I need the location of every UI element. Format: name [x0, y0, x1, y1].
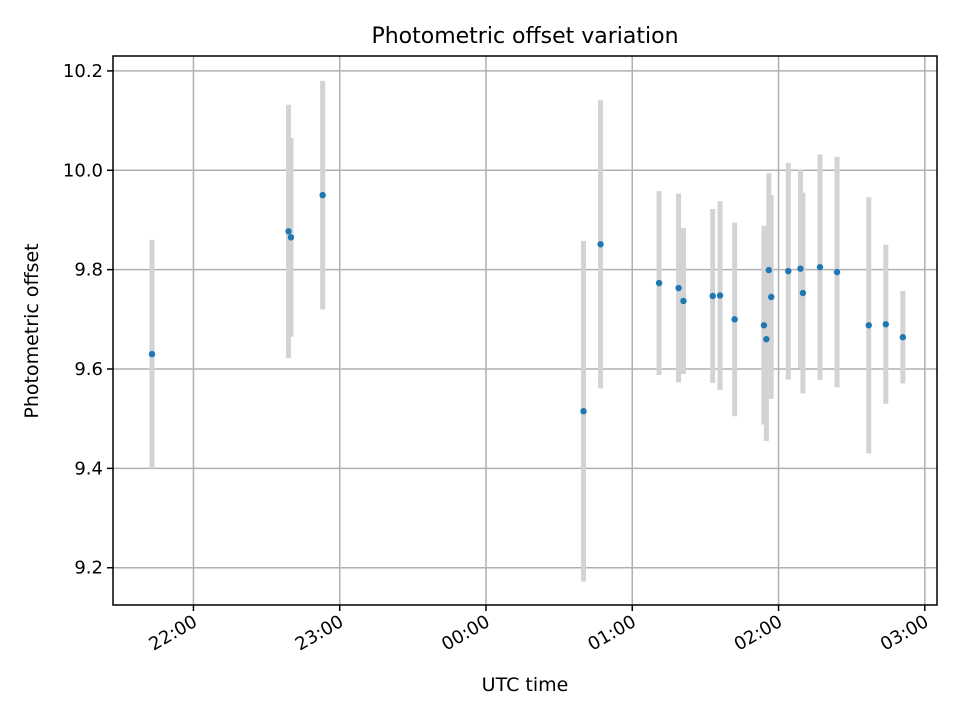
data-point [765, 266, 772, 274]
data-point [763, 335, 770, 343]
data-point [785, 267, 792, 275]
data-point [899, 334, 907, 341]
y-tick-label: 9.2 [74, 558, 103, 579]
y-axis-label: Photometric offset [21, 243, 43, 418]
x-axis-label: UTC time [482, 674, 569, 696]
x-tick-label: 23:00 [292, 611, 347, 655]
y-axis-ticks: 9.2 9.4 9.6 9.8 10.0 10.2 [63, 61, 113, 579]
data-point [655, 279, 663, 287]
data-point [799, 289, 807, 297]
y-tick-label: 10.0 [63, 160, 103, 181]
grid-lines [113, 56, 937, 605]
data-point [597, 241, 604, 248]
data-point [768, 293, 775, 301]
data-point [709, 292, 716, 300]
data-point [833, 268, 841, 276]
x-tick-label: 02:00 [731, 611, 786, 655]
y-tick-label: 10.2 [63, 61, 103, 82]
x-tick-label: 00:00 [438, 611, 493, 655]
data-point [680, 297, 687, 305]
y-tick-label: 9.4 [74, 458, 103, 479]
data-point [148, 350, 156, 358]
data-point [675, 284, 682, 292]
x-tick-label: 22:00 [146, 611, 201, 655]
x-tick-label: 01:00 [584, 611, 639, 655]
data-point [287, 234, 295, 241]
x-tick-label: 03:00 [877, 611, 932, 655]
y-tick-label: 9.8 [74, 260, 103, 281]
data-points [148, 191, 907, 415]
y-tick-label: 9.6 [74, 359, 103, 380]
data-point [797, 265, 804, 272]
data-point [580, 408, 587, 415]
data-point [731, 316, 738, 323]
error-bars [149, 80, 906, 582]
data-point [865, 322, 872, 329]
data-point [319, 191, 326, 199]
plot-frame [112, 55, 938, 606]
data-point [285, 228, 292, 235]
data-point [882, 321, 890, 328]
data-point [716, 292, 724, 299]
chart-title: Photometric offset variation [371, 24, 678, 49]
data-point [760, 322, 768, 329]
x-axis-ticks: 22:00 23:00 00:00 01:00 02:00 03:00 [146, 605, 932, 655]
data-point [816, 263, 824, 271]
